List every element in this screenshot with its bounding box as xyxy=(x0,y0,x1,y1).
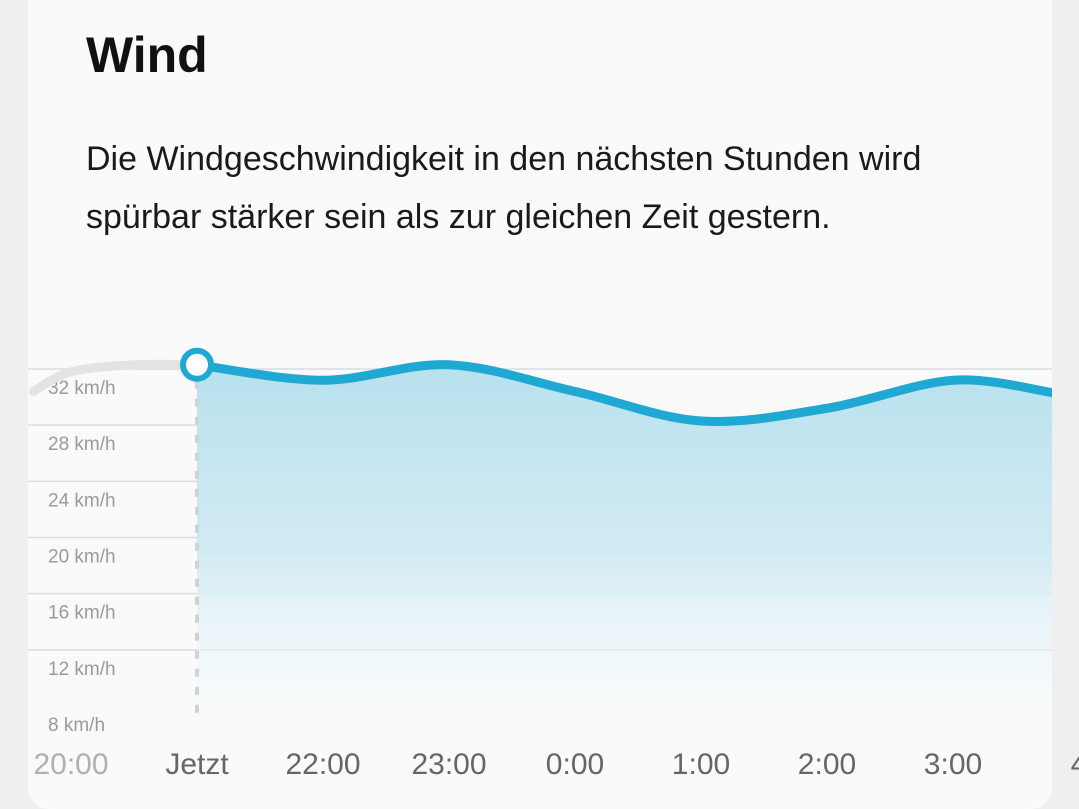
x-tick-label: 20:00 xyxy=(33,748,108,781)
x-tick-label: 3:00 xyxy=(924,748,982,781)
y-axis-labels: 32 km/h 28 km/h 24 km/h 20 km/h 16 km/h 12 km… xyxy=(48,378,116,736)
y-tick-label: 32 km/h xyxy=(48,378,116,399)
x-tick-label: 0:00 xyxy=(546,748,604,781)
x-tick-label: 23:00 xyxy=(411,748,486,781)
x-tick-label: Jetzt xyxy=(165,748,229,781)
wind-description: Die Windgeschwindigkeit in den nächsten … xyxy=(86,140,922,236)
now-marker-layer xyxy=(180,347,214,718)
x-tick-label: 22:00 xyxy=(285,748,360,781)
x-axis-labels: 20:00 Jetzt 22:00 23:00 0:00 1:00 2:00 3:00 4 xyxy=(33,748,1079,781)
forecast-area xyxy=(197,364,1052,706)
y-tick-label: 16 km/h xyxy=(48,603,116,624)
forecast-line xyxy=(192,360,1052,426)
y-tick-label: 28 km/h xyxy=(48,434,116,455)
now-marker xyxy=(180,347,214,382)
x-tick-label: 2:00 xyxy=(798,748,856,781)
x-tick-label: 4 xyxy=(1071,748,1079,781)
series-area-layer xyxy=(197,364,1052,706)
card-title: Wind xyxy=(86,27,208,83)
y-tick-label: 12 km/h xyxy=(48,659,116,680)
y-tick-label: 24 km/h xyxy=(48,490,116,511)
series-line-layer xyxy=(28,359,1052,426)
y-tick-label: 8 km/h xyxy=(48,715,105,736)
x-tick-label: 1:00 xyxy=(672,748,730,781)
y-tick-label: 20 km/h xyxy=(48,547,116,568)
past-line xyxy=(28,359,202,396)
